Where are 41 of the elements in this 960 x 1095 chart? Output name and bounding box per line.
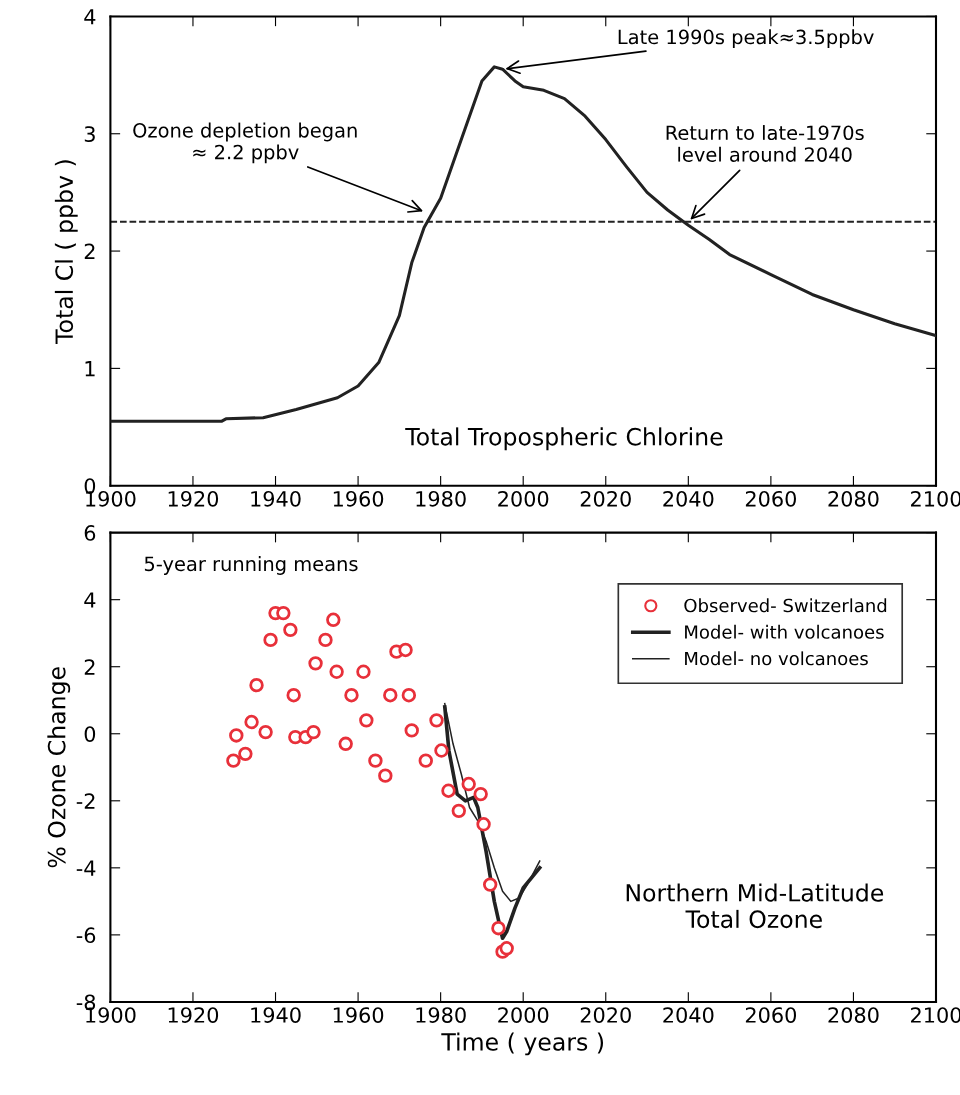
annotation: Late 1990s peak≈3.5ppbv — [618, 29, 874, 49]
x-tick-label: 1920 — [168, 490, 219, 507]
legend-label: Model- with volcanoes — [685, 624, 884, 639]
x-tick-label: 2000 — [498, 490, 549, 507]
x-tick-label: 1960 — [333, 1007, 384, 1023]
x-tick-label: 2020 — [580, 490, 631, 507]
x-tick-label: 2020 — [580, 1007, 631, 1023]
y-tick-label: 2 — [84, 243, 95, 259]
y-tick-label: 3 — [84, 126, 95, 142]
x-tick-label: 2040 — [663, 1007, 714, 1023]
annotation: Northern Mid-Latitude Total Ozone — [626, 883, 884, 929]
y-tick-label: -2 — [76, 793, 95, 809]
y-tick-label: -4 — [76, 860, 96, 876]
x-tick-label: 1920 — [168, 1007, 219, 1023]
x-tick-label: 2040 — [663, 490, 714, 507]
y-tick-label: 4 — [84, 592, 96, 608]
x-tick-label: 1980 — [416, 490, 466, 507]
x-tick-label: 2080 — [828, 490, 879, 507]
x-tick-label: 2080 — [828, 1007, 879, 1023]
y-tick-label: -6 — [76, 927, 96, 944]
y-tick-label: 1 — [85, 361, 95, 377]
x-tick-label: 1980 — [416, 1007, 466, 1023]
x-tick-label: 1940 — [251, 490, 301, 507]
annotation: 5-year running means — [144, 556, 358, 575]
y-axis-title: % Ozone Change — [47, 667, 71, 868]
y-tick-label: 0 — [84, 726, 96, 742]
annotation: Total Tropospheric Chlorine — [405, 427, 723, 451]
x-tick-label: 2060 — [745, 1007, 797, 1023]
x-tick-label: 1960 — [333, 490, 384, 507]
legend-label: Model- no volcanoes — [685, 651, 868, 666]
x-axis-title: Time ( years ) — [441, 1032, 604, 1056]
x-tick-label: 2000 — [498, 1007, 549, 1023]
x-tick-label: 2060 — [745, 490, 797, 507]
annotation: Ozone depletion began ≈ 2.2 ppbv — [133, 122, 357, 164]
y-tick-label: 2 — [84, 659, 95, 675]
annotation: Return to late-1970s level around 2040 — [666, 125, 864, 162]
y-tick-label: 4 — [84, 9, 96, 25]
y-tick-label: 6 — [84, 525, 96, 541]
y-axis-title: Total Cl ( ppbv ) — [54, 160, 78, 344]
legend-label: Observed- Switzerland — [684, 598, 887, 613]
x-tick-label: 1940 — [251, 1007, 301, 1023]
